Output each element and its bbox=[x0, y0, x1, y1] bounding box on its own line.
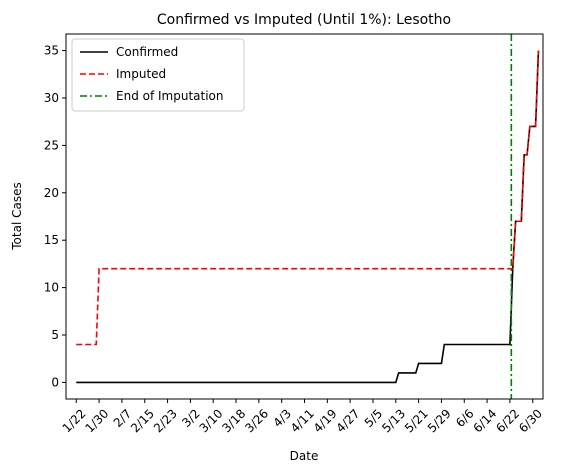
x-axis-label: Date bbox=[290, 449, 319, 463]
x-tick-label: 6/14 bbox=[470, 406, 499, 435]
x-tick-label: 6/30 bbox=[516, 406, 545, 435]
x-tick-label: 4/27 bbox=[334, 406, 363, 435]
x-axis-ticks: 1/221/30 2/72/152/23 3/23/103/183/26 4/34/1… bbox=[60, 399, 545, 435]
y-tick-label: 15 bbox=[44, 233, 59, 247]
y-tick-label: 20 bbox=[44, 186, 59, 200]
x-tick-label: 3/18 bbox=[219, 406, 248, 435]
x-tick-label: 5/29 bbox=[425, 406, 454, 435]
x-tick-label: 5/13 bbox=[379, 406, 408, 435]
plot-area bbox=[76, 34, 540, 399]
y-axis-ticks: 0 5 10 15 20 25 30 35 bbox=[44, 44, 66, 389]
y-tick-label: 35 bbox=[44, 44, 59, 58]
x-tick-label: 1/30 bbox=[82, 406, 111, 435]
y-tick-label: 10 bbox=[44, 281, 59, 295]
x-tick-label: 1/22 bbox=[60, 406, 89, 435]
legend: Confirmed Imputed End of Imputation bbox=[71, 38, 245, 112]
legend-label: End of Imputation bbox=[116, 89, 224, 103]
x-tick-label: 3/26 bbox=[242, 406, 271, 435]
legend-box bbox=[71, 38, 245, 112]
x-tick-label: 2/23 bbox=[151, 406, 180, 435]
y-tick-label: 25 bbox=[44, 138, 59, 152]
y-axis-label: Total Cases bbox=[10, 182, 24, 250]
legend-label: Imputed bbox=[116, 67, 166, 81]
x-tick-label: 5/21 bbox=[402, 406, 431, 435]
series-line-imputed bbox=[76, 50, 540, 346]
x-tick-label: 3/10 bbox=[197, 406, 226, 435]
y-tick-label: 0 bbox=[51, 375, 59, 389]
y-tick-label: 5 bbox=[51, 328, 59, 342]
legend-label: Confirmed bbox=[116, 45, 178, 59]
y-tick-label: 30 bbox=[44, 91, 59, 105]
x-tick-label: 6/22 bbox=[493, 406, 522, 435]
x-tick-label: 2/15 bbox=[128, 406, 157, 435]
x-tick-label: 4/11 bbox=[288, 406, 317, 435]
x-tick-label: 4/19 bbox=[311, 406, 340, 435]
chart-title: Confirmed vs Imputed (Until 1%): Lesotho bbox=[157, 12, 451, 28]
